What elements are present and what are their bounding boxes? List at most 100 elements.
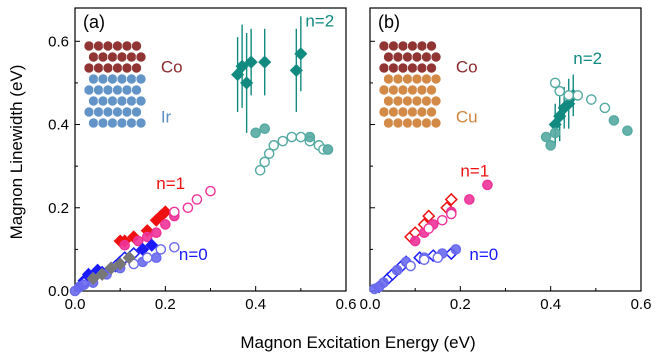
atom-bottom (402, 95, 413, 107)
atom-top (397, 40, 409, 52)
atom-bottom (421, 73, 432, 85)
atom-top (430, 51, 442, 63)
atom-bottom (88, 95, 99, 107)
y-tick-label: 0.2 (48, 200, 69, 217)
atom-bottom (116, 95, 128, 107)
y-tick-label: 0.0 (48, 283, 69, 300)
data-point-circle (322, 144, 334, 155)
data-point-diamond (294, 47, 308, 61)
data-point-circle (378, 277, 389, 288)
annotation-label: Co (161, 58, 183, 77)
atom-top (416, 40, 428, 52)
data-point-diamond (258, 55, 272, 69)
atom-bottom (97, 95, 109, 107)
data-point-circle (608, 115, 620, 126)
series (86, 251, 136, 286)
atom-top (402, 51, 413, 63)
x-tick-label: 0.2 (450, 296, 471, 313)
annotation-label: n=2 (573, 49, 602, 68)
data-point-circle (277, 135, 289, 147)
atom-bottom (83, 84, 95, 96)
data-point-diamond (158, 205, 172, 219)
atom-top (388, 62, 399, 74)
data-point-circle (141, 231, 153, 243)
atom-bottom (421, 117, 432, 129)
data-point-circle (436, 214, 448, 226)
data-point-circle (445, 208, 457, 220)
atom-bottom (392, 95, 404, 107)
atom-bottom (397, 84, 409, 96)
data-point-circle (155, 244, 167, 255)
atom-bottom (397, 106, 409, 118)
atom-bottom (93, 84, 104, 96)
data-point-diamond (86, 271, 100, 286)
atom-top (102, 62, 114, 74)
data-point-diamond (444, 192, 458, 207)
annotation-label: n=1 (156, 174, 185, 193)
atom-bottom (383, 73, 394, 85)
data-point-circle (409, 235, 421, 247)
annotation-label: n=0 (179, 245, 208, 264)
y-tick-label: 0.6 (48, 33, 69, 50)
data-point-diamond (422, 209, 436, 223)
data-point-circle (586, 94, 597, 105)
panel-label: (b) (378, 12, 400, 32)
atom-bottom (416, 106, 428, 118)
data-point-circle (450, 244, 462, 255)
atom-top (131, 62, 142, 74)
data-point-circle (464, 194, 475, 205)
atom-top (131, 40, 142, 52)
data-point-circle (268, 140, 280, 151)
atom-bottom (93, 106, 104, 118)
atom-bottom (421, 95, 432, 107)
data-point-diamond (95, 267, 109, 281)
series (540, 115, 633, 151)
atom-bottom (426, 106, 437, 118)
atom-top (121, 40, 133, 52)
atom-top (421, 51, 432, 63)
data-point-circle (304, 131, 316, 143)
data-point-diamond (113, 257, 127, 271)
data-point-diamond (104, 261, 118, 275)
atom-top (97, 51, 109, 63)
atom-bottom (131, 84, 142, 96)
atom-bottom (402, 73, 413, 85)
atom-bottom (416, 84, 428, 96)
atom-top (83, 40, 95, 52)
series (405, 252, 444, 272)
atom-bottom (83, 106, 95, 118)
annotation-label: n=2 (305, 12, 334, 31)
data-point-diamond (553, 109, 567, 123)
x-tick-label: 0.0 (360, 296, 381, 313)
atom-bottom (121, 106, 133, 118)
data-point-circle (432, 252, 444, 264)
atom-bottom (407, 106, 418, 118)
data-point-diamond (145, 238, 159, 252)
atom-top (102, 40, 114, 52)
atom-top (383, 51, 394, 63)
data-point-circle (295, 131, 307, 143)
atom-bottom (102, 106, 114, 118)
data-point-circle (540, 131, 552, 143)
series (250, 123, 334, 155)
atom-bottom (383, 95, 394, 107)
atom-bottom (126, 73, 137, 85)
data-point-diamond (562, 97, 576, 111)
atom-top (88, 51, 99, 63)
atom-bottom (131, 106, 142, 118)
atom-bottom (407, 84, 418, 96)
atom-bottom (102, 84, 114, 96)
atom-top (112, 62, 123, 74)
data-point-circle (259, 123, 271, 134)
data-point-circle (405, 260, 416, 272)
series (369, 244, 462, 295)
y-tick-label: 0.4 (48, 117, 69, 134)
data-point-circle (482, 179, 493, 191)
x-tick-label: 0.0 (65, 296, 86, 313)
annotation-label: Co (456, 58, 478, 77)
atom-top (392, 51, 404, 63)
panel-b: 0.0 0.2 0.4 0.6 (b) n=2 n=1 n=0 Co Cu (360, 12, 652, 313)
atom-top (388, 40, 399, 52)
data-point-circle (119, 239, 130, 251)
